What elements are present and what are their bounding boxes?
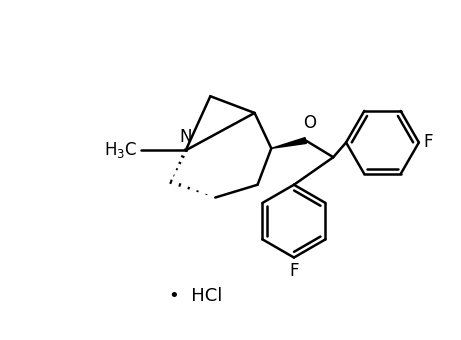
Text: N: N xyxy=(179,129,192,147)
Text: F: F xyxy=(289,262,299,280)
Text: O: O xyxy=(303,114,316,132)
Text: H$_3$C: H$_3$C xyxy=(104,140,137,160)
Text: F: F xyxy=(424,134,433,151)
Text: •  HCl: • HCl xyxy=(169,287,222,305)
Polygon shape xyxy=(272,138,307,148)
